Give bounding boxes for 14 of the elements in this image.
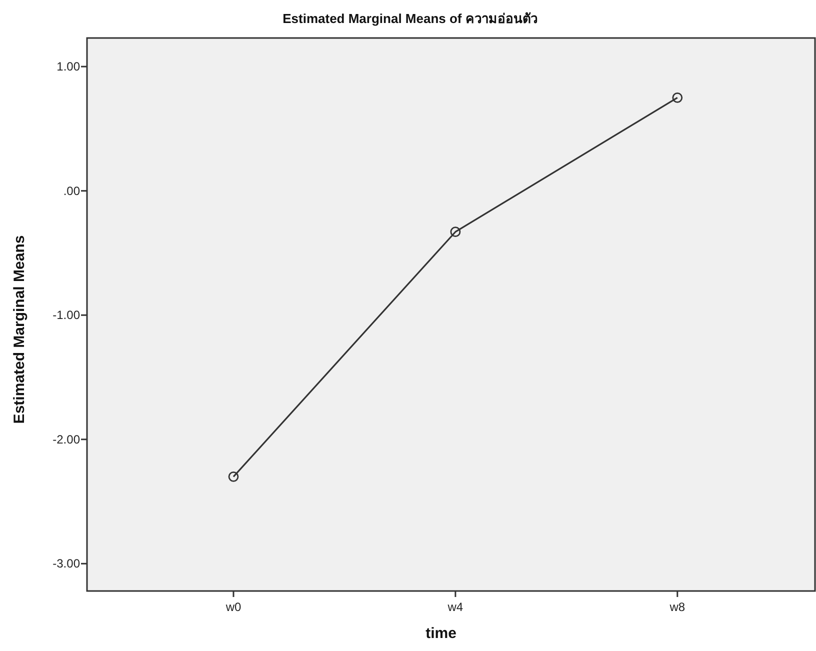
x-tick-label: w4 <box>446 600 464 614</box>
y-tick-label: -1.00 <box>52 308 80 322</box>
y-tick-label: .00 <box>63 184 80 198</box>
chart-title: Estimated Marginal Means of ความอ่อนตัว <box>282 11 538 26</box>
x-tick-label: w0 <box>224 600 242 614</box>
point <box>672 92 683 103</box>
x-axis-title: time <box>426 625 456 642</box>
y-axis-title: Estimated Marginal Means <box>11 235 28 424</box>
y-tick-label: -3.00 <box>52 556 80 571</box>
point <box>450 226 461 238</box>
point <box>228 471 239 482</box>
x-tick-label: w8 <box>668 600 686 614</box>
y-tick-label: -2.00 <box>52 432 80 446</box>
y-tick-label: 1.00 <box>56 60 80 74</box>
